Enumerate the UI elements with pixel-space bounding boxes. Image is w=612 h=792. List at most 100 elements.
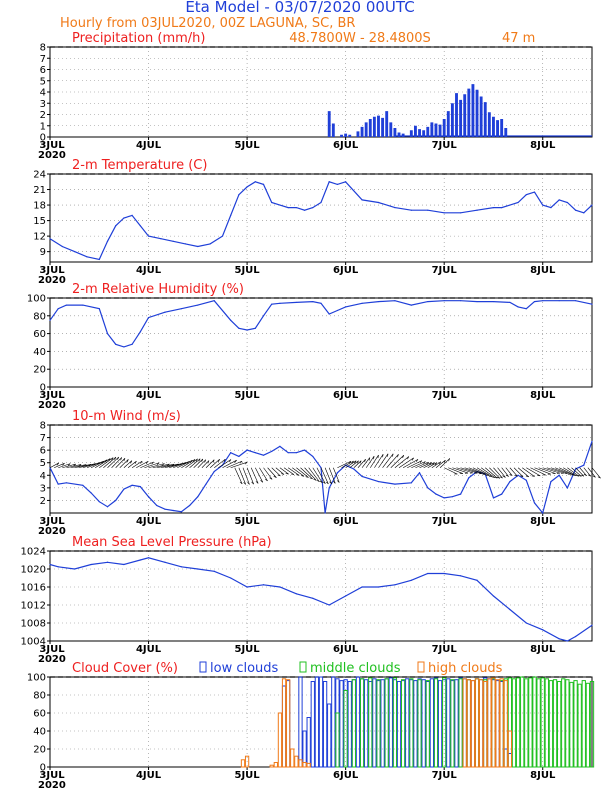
wind-arrow-head xyxy=(392,453,394,457)
wind-arrow-head xyxy=(351,460,354,464)
precip-bar xyxy=(426,126,430,137)
data-point xyxy=(123,217,125,219)
data-point xyxy=(328,604,330,606)
year-label: 2020 xyxy=(38,150,66,161)
wind-arrow xyxy=(448,467,463,474)
wind-arrow xyxy=(292,467,305,477)
wind-arrow xyxy=(386,454,399,468)
wind-arrow xyxy=(530,467,546,476)
data-point xyxy=(328,313,330,315)
data-point xyxy=(213,470,215,473)
wind-arrow xyxy=(181,459,196,468)
cloud-bar-middle xyxy=(589,681,595,768)
y-tick-label: 80 xyxy=(33,691,46,702)
cloud-bar-middle xyxy=(384,678,389,768)
y-tick-label: 0 xyxy=(40,763,46,774)
data-point xyxy=(558,638,560,640)
cloud-bar-low xyxy=(388,677,393,768)
cloud-bar-middle xyxy=(569,681,574,768)
data-point xyxy=(61,245,63,248)
data-point xyxy=(345,306,347,308)
wind-arrow xyxy=(296,467,309,478)
data-point xyxy=(262,315,265,317)
cloud-bar-middle xyxy=(536,678,541,768)
wind-arrow-head xyxy=(239,481,243,485)
data-point xyxy=(189,504,191,507)
cloud-bar-high xyxy=(491,677,496,768)
wind-arrow xyxy=(538,467,556,474)
y-tick-label: 7 xyxy=(40,54,46,65)
wind-arrow xyxy=(559,467,574,476)
x-tick-label: 6JUL xyxy=(333,140,359,151)
data-point xyxy=(361,199,363,201)
data-point xyxy=(213,300,215,302)
wind-arrow xyxy=(177,459,193,469)
precip-bar xyxy=(459,99,463,137)
wind-arrow xyxy=(230,461,248,469)
data-point xyxy=(517,201,519,204)
x-tick-label: 5JUL xyxy=(235,644,261,655)
cloud-bar-low xyxy=(437,680,443,768)
data-point xyxy=(147,496,150,498)
legend-swatch-high xyxy=(417,661,425,673)
wind-arrow-head xyxy=(494,476,498,479)
data-point xyxy=(230,319,232,321)
precip-bar xyxy=(393,128,397,137)
wind-arrow xyxy=(390,455,404,468)
data-point xyxy=(394,584,396,586)
y-tick-label: 18 xyxy=(33,201,46,212)
wind-arrow-head xyxy=(161,463,165,466)
wind-arrow xyxy=(234,467,243,485)
wind-arrow xyxy=(546,467,565,474)
wind-arrow xyxy=(62,463,76,469)
y-tick-label: 100 xyxy=(27,673,46,684)
data-point xyxy=(246,186,248,188)
data-point xyxy=(558,300,560,302)
data-point xyxy=(90,492,92,494)
wind-arrow-head xyxy=(423,461,426,464)
cloud-bar-middle xyxy=(552,679,558,768)
wind-arrow-head xyxy=(126,459,129,463)
wind-arrow-head xyxy=(277,474,281,477)
wind-arrow xyxy=(485,467,498,479)
cloud-bar-middle xyxy=(581,680,586,768)
data-point xyxy=(184,243,187,245)
wind-arrow xyxy=(517,467,529,478)
y-tick-label: 5 xyxy=(40,76,46,87)
wind-arrow xyxy=(370,454,379,468)
wind-arrow xyxy=(308,467,320,482)
data-point xyxy=(410,482,412,484)
wind-arrow xyxy=(148,463,165,469)
y-tick-label: 100 xyxy=(27,294,46,305)
wind-arrow xyxy=(250,467,259,484)
wind-arrow xyxy=(111,457,122,468)
cloud-bar-low xyxy=(322,681,328,768)
wind-arrow xyxy=(271,467,281,477)
wind-arrow-head xyxy=(531,475,535,477)
wind-arrow-head xyxy=(432,462,435,466)
wind-arrow xyxy=(107,456,119,468)
wind-arrow-head xyxy=(309,477,313,480)
data-point xyxy=(501,207,503,209)
plot-frame xyxy=(49,173,593,263)
data-point xyxy=(98,258,100,261)
precip-bar xyxy=(368,119,372,137)
wind-arrow-head xyxy=(525,475,529,478)
y-tick-label: 15 xyxy=(33,216,46,227)
cloud-bar-low xyxy=(314,676,320,768)
wind-arrow-head xyxy=(201,458,204,462)
data-point xyxy=(197,304,199,306)
data-point xyxy=(197,245,199,248)
cloud-bar-high xyxy=(466,679,471,768)
data-point xyxy=(131,484,133,486)
wind-arrow xyxy=(275,467,285,475)
data-point xyxy=(197,568,199,570)
data-point xyxy=(427,487,429,489)
cloud-bar-low xyxy=(306,717,311,768)
data-point xyxy=(345,181,347,183)
y-tick-label: 60 xyxy=(33,329,46,340)
data-point xyxy=(525,194,527,196)
wind-arrow xyxy=(353,460,362,468)
cloud-bar-high xyxy=(487,678,492,768)
